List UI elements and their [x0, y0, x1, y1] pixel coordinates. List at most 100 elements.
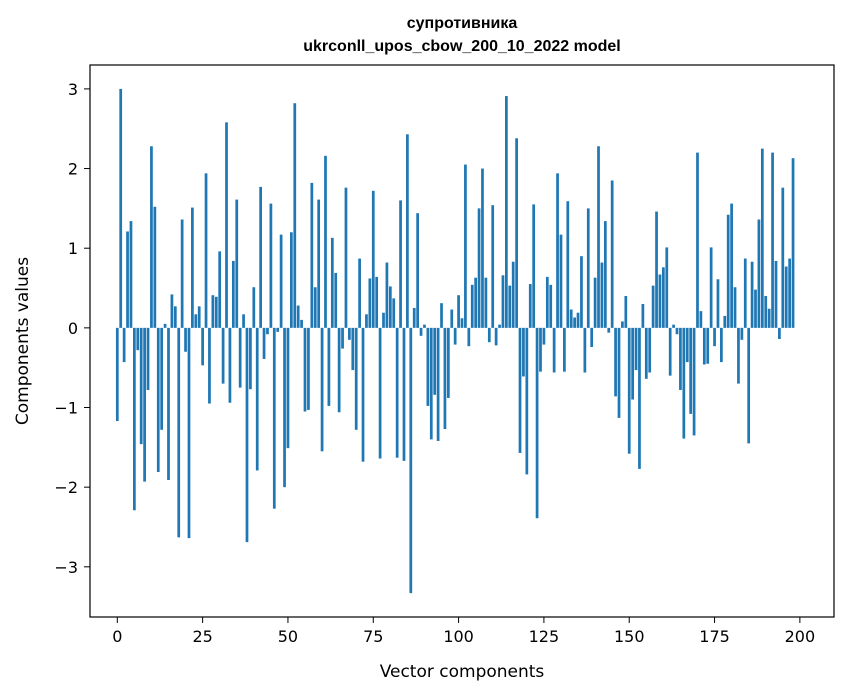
bar-1	[119, 88, 123, 328]
bar-167	[685, 327, 689, 363]
bar-36	[238, 327, 242, 388]
bar-69	[351, 327, 355, 371]
bar-20	[184, 327, 187, 352]
bar-88	[416, 213, 419, 328]
bar-163	[672, 324, 675, 328]
bar-139	[590, 327, 594, 347]
bar-130	[559, 234, 563, 328]
bar-15	[167, 327, 170, 480]
bar-166	[682, 327, 686, 439]
bar-81	[392, 298, 396, 328]
bar-7	[139, 327, 143, 445]
bar-32	[225, 122, 228, 328]
bar-132	[566, 201, 570, 328]
bar-53	[296, 305, 300, 328]
bar-13	[160, 327, 164, 430]
bar-8	[143, 327, 146, 482]
bar-161	[665, 247, 669, 328]
bar-19	[180, 219, 184, 328]
bar-50	[286, 327, 290, 449]
bar-94	[436, 327, 440, 441]
bar-49	[283, 327, 286, 488]
bar-109	[487, 327, 491, 343]
x-tick-label: 25	[192, 627, 212, 646]
bar-147	[617, 327, 621, 418]
bar-38	[245, 327, 249, 543]
bar-186	[750, 261, 754, 328]
bar-45	[269, 203, 273, 328]
bar-66	[341, 327, 344, 349]
bar-89	[419, 327, 423, 336]
bar-103	[467, 327, 471, 347]
bar-75	[371, 190, 375, 328]
bar-138	[586, 208, 590, 328]
bar-141	[597, 146, 600, 328]
bar-179	[726, 214, 730, 328]
bar-144	[607, 327, 611, 333]
bar-168	[689, 327, 693, 414]
chart-title-line-1: супротивника	[407, 15, 518, 32]
bar-0	[115, 327, 119, 422]
bar-96	[443, 327, 447, 430]
bar-146	[614, 327, 617, 397]
bar-183	[740, 327, 744, 340]
bar-171	[699, 311, 703, 328]
bar-182	[737, 327, 740, 384]
bar-6	[136, 327, 140, 351]
bar-127	[549, 284, 553, 328]
bar-108	[484, 277, 488, 328]
bar-133	[569, 309, 573, 328]
bar-135	[576, 312, 580, 328]
bar-84	[402, 327, 406, 461]
bar-126	[545, 276, 549, 328]
bar-78	[382, 312, 385, 328]
x-tick-label: 125	[529, 627, 560, 646]
bar-111	[494, 327, 498, 346]
bar-93	[433, 327, 437, 395]
bar-29	[214, 296, 218, 328]
bars-group	[115, 88, 795, 594]
bar-131	[563, 327, 566, 372]
bar-184	[743, 258, 747, 328]
bar-194	[778, 327, 781, 340]
bar-148	[621, 321, 624, 328]
y-tick-label: −1	[54, 399, 78, 418]
bar-99	[453, 327, 457, 345]
bar-110	[491, 205, 495, 328]
bar-10	[150, 146, 153, 328]
bar-191	[767, 308, 771, 328]
bar-151	[631, 327, 635, 400]
bar-187	[754, 289, 757, 328]
bar-188	[757, 219, 761, 328]
bar-35	[235, 199, 239, 328]
bar-140	[593, 277, 597, 328]
bar-92	[429, 327, 433, 440]
bar-2	[122, 327, 126, 363]
y-tick-label: −2	[54, 478, 78, 497]
bar-170	[696, 152, 699, 328]
bar-70	[354, 327, 358, 430]
bar-76	[375, 276, 379, 328]
bar-42	[259, 186, 263, 328]
bar-91	[426, 327, 430, 406]
bar-180	[730, 203, 733, 328]
bar-114	[505, 96, 508, 328]
bar-34	[231, 260, 235, 328]
y-tick-label: 3	[68, 80, 78, 99]
bar-160	[661, 267, 665, 328]
y-tick-label: 1	[68, 239, 78, 258]
bar-196	[784, 266, 788, 328]
bar-136	[580, 256, 583, 328]
bar-164	[675, 327, 679, 335]
bar-165	[679, 327, 682, 390]
bar-16	[170, 294, 174, 328]
bar-25	[201, 327, 204, 366]
bar-119	[522, 327, 525, 377]
bar-3	[126, 231, 129, 328]
bar-31	[221, 327, 225, 384]
bar-197	[788, 258, 791, 328]
y-axis: −3 −2 −1 0 1 2 3	[54, 80, 90, 577]
bar-68	[348, 327, 351, 340]
bar-190	[764, 296, 768, 328]
